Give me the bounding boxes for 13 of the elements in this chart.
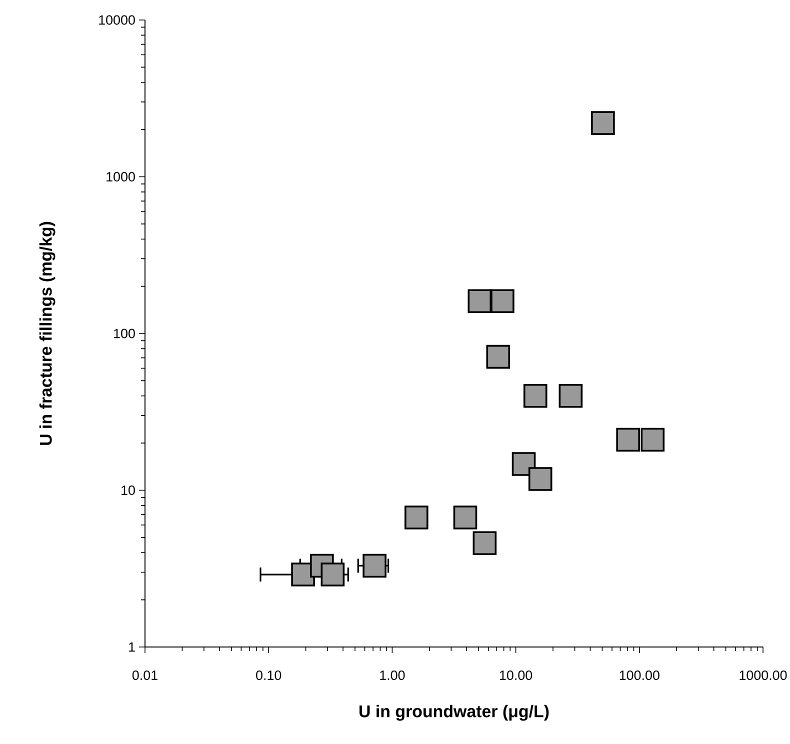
x-tick-label: 1000.00 xyxy=(740,670,787,680)
y-axis-title: U in fracture fillings (mg/kg) xyxy=(39,222,56,445)
x-axis-title: U in groundwater (μg/L) xyxy=(360,704,549,721)
x-tick-label: 0.10 xyxy=(256,670,282,680)
x-tick-label: 0.01 xyxy=(132,670,158,680)
x-tick-label: 100.00 xyxy=(620,670,660,680)
y-tick-label: 100 xyxy=(114,328,135,338)
y-tick-label: 1000 xyxy=(106,172,135,182)
y-tick-label: 1 xyxy=(129,642,135,652)
x-tick-label: 1.00 xyxy=(380,670,405,680)
y-tick-label: 10000 xyxy=(99,15,135,25)
x-tick-label: 10.00 xyxy=(500,670,532,680)
y-tick-label: 10 xyxy=(122,485,135,496)
